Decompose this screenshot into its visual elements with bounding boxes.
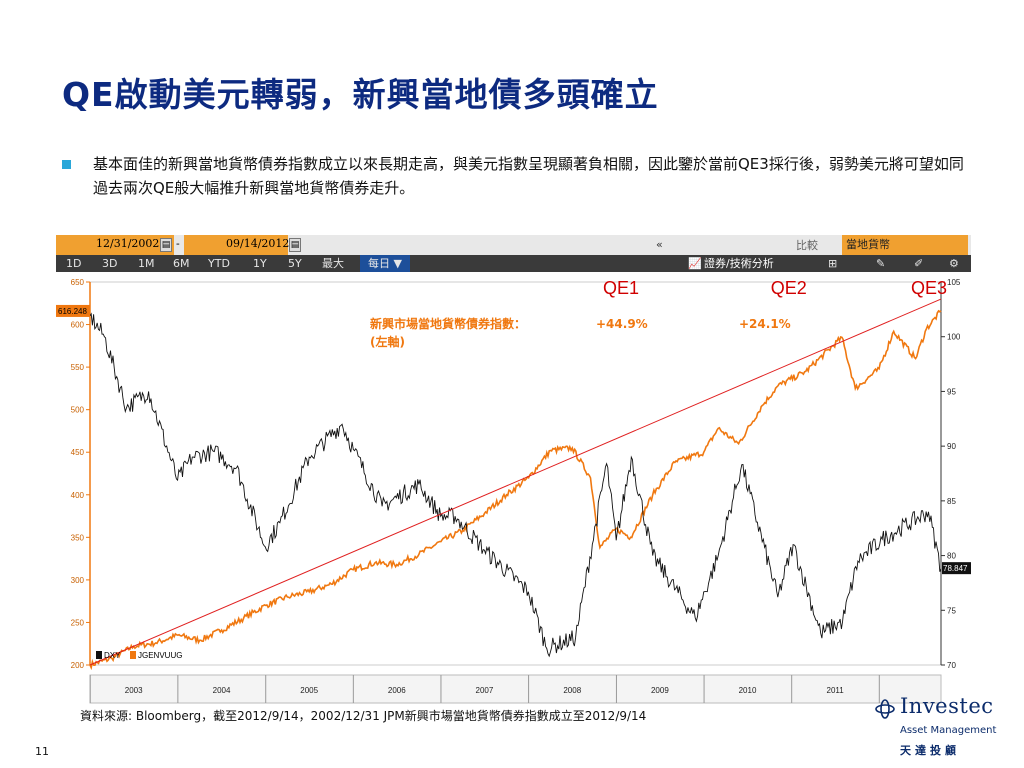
range-toolbar: 1D 3D 1M 6M YTD 1Y 5Y 最大 每日 ▼ 📈 證券/技術分析 …: [56, 255, 971, 272]
right-tick-label: 100: [947, 333, 961, 342]
em-last-value-label: 616.248: [58, 307, 87, 316]
left-tick-label: 450: [71, 448, 85, 457]
tech-analysis-button[interactable]: 證券/技術分析: [704, 257, 774, 270]
start-date-field[interactable]: 12/31/2002: [96, 237, 160, 250]
range-max[interactable]: 最大: [322, 257, 344, 270]
qe-label-2: QE2: [771, 278, 807, 298]
range-5y[interactable]: 5Y: [288, 257, 302, 270]
start-calendar-icon[interactable]: ▤: [160, 238, 172, 252]
range-6m[interactable]: 6M: [173, 257, 190, 270]
right-tick-label: 90: [947, 442, 956, 451]
investec-logo: Investec Asset Management 天達投顧: [870, 692, 1010, 762]
left-tick-label: 600: [71, 321, 85, 330]
plot-area: [89, 281, 942, 666]
compare-button[interactable]: 比較: [796, 239, 818, 252]
logo-subtitle: Asset Management: [900, 725, 997, 736]
chart-icon[interactable]: 📈: [688, 257, 702, 270]
x-tick-label: 2010: [739, 686, 757, 695]
right-tick-label: 75: [947, 606, 956, 615]
legend-label: JGENVUUG: [138, 651, 182, 660]
zoom-icon[interactable]: ⊞: [828, 257, 838, 270]
x-tick-label: 2008: [563, 686, 581, 695]
page-title: QE啟動美元轉弱，新興當地債多頭確立: [62, 75, 659, 114]
edit-icon[interactable]: ✐: [914, 257, 924, 270]
bullet-square-icon: [62, 160, 71, 169]
collapse-button[interactable]: «: [656, 238, 663, 251]
left-tick-label: 650: [71, 278, 85, 287]
left-tick-label: 250: [71, 618, 85, 627]
qe-label-3: QE3: [911, 278, 947, 298]
x-tick-label: 2005: [300, 686, 318, 695]
em-bond-vs-dxy-chart: 200 250 300 350 400 450 500 550 600 650 70 75 80 85 90…: [56, 278, 971, 704]
em-last-value-tag: [56, 304, 90, 317]
range-1m[interactable]: 1M: [138, 257, 155, 270]
right-tick-label: 70: [947, 661, 956, 670]
x-tick-label: 2006: [388, 686, 406, 695]
range-1d[interactable]: 1D: [66, 257, 82, 270]
annotate-icon[interactable]: ✎: [876, 257, 886, 270]
qe1-gain-label: +44.9%: [596, 317, 648, 331]
right-tick-label: 95: [947, 387, 956, 396]
frequency-select[interactable]: 每日 ▼: [360, 255, 410, 272]
bloomberg-chart-panel: 12/31/2002 ▤ - 09/14/2012 ▤ « 比較 當地貨幣 1D…: [56, 235, 971, 705]
dxy-last-value-tag: [942, 562, 971, 575]
x-tick-label: 2011: [827, 686, 845, 695]
local-currency-field[interactable]: 當地貨幣: [842, 235, 968, 255]
left-tick-label: 500: [71, 406, 85, 415]
x-tick-label: 2007: [476, 686, 494, 695]
right-tick-label: 85: [947, 497, 956, 506]
end-calendar-icon[interactable]: ▤: [289, 238, 301, 252]
page-number: 11: [35, 745, 49, 758]
legend-swatch: [130, 651, 136, 659]
range-ytd[interactable]: YTD: [208, 257, 230, 270]
em-axis-note: (左軸): [370, 334, 405, 349]
left-tick-label: 350: [71, 533, 85, 542]
em-series-label: 新興市場當地貨幣債券指數：: [370, 316, 526, 331]
range-1y[interactable]: 1Y: [253, 257, 267, 270]
date-dash: -: [176, 237, 180, 250]
series-line-dxy: [89, 312, 942, 658]
left-tick-label: 200: [71, 661, 85, 670]
date-range-bar: 12/31/2002 ▤ - 09/14/2012 ▤ « 比較 當地貨幣: [56, 235, 971, 255]
x-tick-label: 2009: [651, 686, 669, 695]
legend-label: DXY: [104, 651, 121, 660]
gear-icon[interactable]: ⚙: [949, 257, 959, 270]
trend-line: [89, 298, 942, 666]
x-axis-strip: [89, 674, 942, 704]
bullet-text: 基本面佳的新興當地貨幣債券指數成立以來長期走高，與美元指數呈現顯著負相關，因此鑒…: [93, 155, 964, 197]
logo-name: Investec: [900, 694, 994, 718]
x-tick-label: 2003: [125, 686, 143, 695]
source-note: 資料來源: Bloomberg，截至2012/9/14，2002/12/31 J…: [80, 709, 647, 723]
dxy-last-value-label: 78.847: [943, 564, 968, 573]
end-date-field[interactable]: 09/14/2012: [226, 237, 290, 250]
legend-swatch: [96, 651, 102, 659]
investec-mark-icon: [875, 699, 895, 719]
right-tick-label: 80: [947, 552, 956, 561]
x-tick-label: 2004: [213, 686, 231, 695]
right-tick-label: 105: [947, 278, 961, 287]
left-tick-label: 400: [71, 491, 85, 500]
range-3d[interactable]: 3D: [102, 257, 118, 270]
series-line-jgenvuug: [89, 309, 942, 671]
left-tick-label: 550: [71, 363, 85, 372]
qe2-gain-label: +24.1%: [739, 317, 791, 331]
logo-chinese: 天達投顧: [900, 744, 960, 757]
qe-label-1: QE1: [603, 278, 639, 298]
left-tick-label: 300: [71, 576, 85, 585]
